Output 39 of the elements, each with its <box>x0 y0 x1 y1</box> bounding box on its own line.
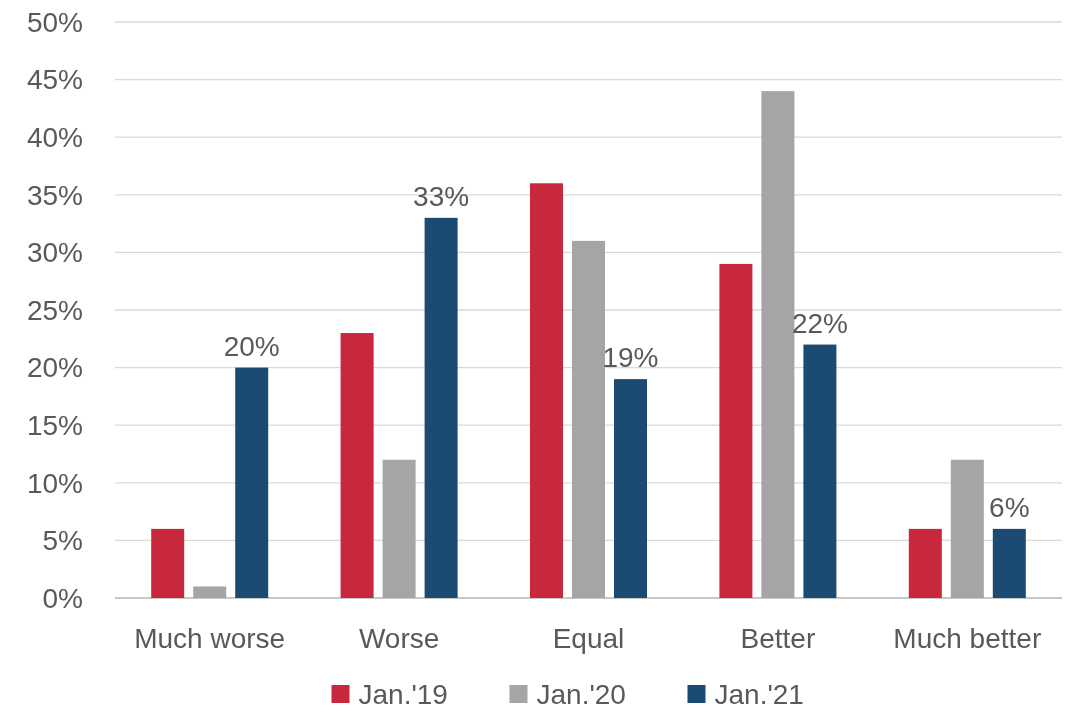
y-tick-label: 0% <box>42 582 83 614</box>
bar <box>424 217 458 598</box>
y-tick-label: 50% <box>26 6 83 38</box>
y-tick-label: 35% <box>26 179 83 211</box>
bar <box>908 528 942 598</box>
y-tick-label: 10% <box>26 467 83 499</box>
x-tick-label: Equal <box>552 623 625 654</box>
data-label: 6% <box>989 491 1030 523</box>
x-tick-label: Much worse <box>134 623 286 654</box>
bar <box>151 528 185 598</box>
data-label: 19% <box>602 342 659 374</box>
bar <box>614 379 647 598</box>
bar <box>992 528 1026 598</box>
y-tick-label: 30% <box>26 237 83 269</box>
y-tick-label: 15% <box>26 410 83 441</box>
bar <box>803 344 837 598</box>
legend-label: Jan.'21 <box>714 678 804 710</box>
bar <box>193 586 227 598</box>
bar <box>950 459 984 598</box>
bar <box>572 240 605 598</box>
data-label: 22% <box>791 307 848 339</box>
y-tick-label: 5% <box>42 525 83 557</box>
bar <box>235 367 269 598</box>
bar <box>340 333 374 598</box>
data-label: 20% <box>223 330 280 362</box>
x-tick-label: Worse <box>358 623 440 654</box>
y-tick-label: 45% <box>26 64 83 96</box>
data-label: 33% <box>413 180 470 212</box>
bar <box>719 263 753 598</box>
legend-label: Jan.'19 <box>358 678 448 710</box>
x-tick-label: Much better <box>893 623 1042 654</box>
bar <box>530 183 563 598</box>
y-tick-label: 25% <box>26 294 83 326</box>
legend-label: Jan.'20 <box>536 678 626 710</box>
y-tick-label: 20% <box>26 352 83 384</box>
y-tick-label: 40% <box>26 122 83 153</box>
bar <box>761 91 795 598</box>
x-tick-label: Better <box>740 623 816 654</box>
bar <box>382 459 416 598</box>
